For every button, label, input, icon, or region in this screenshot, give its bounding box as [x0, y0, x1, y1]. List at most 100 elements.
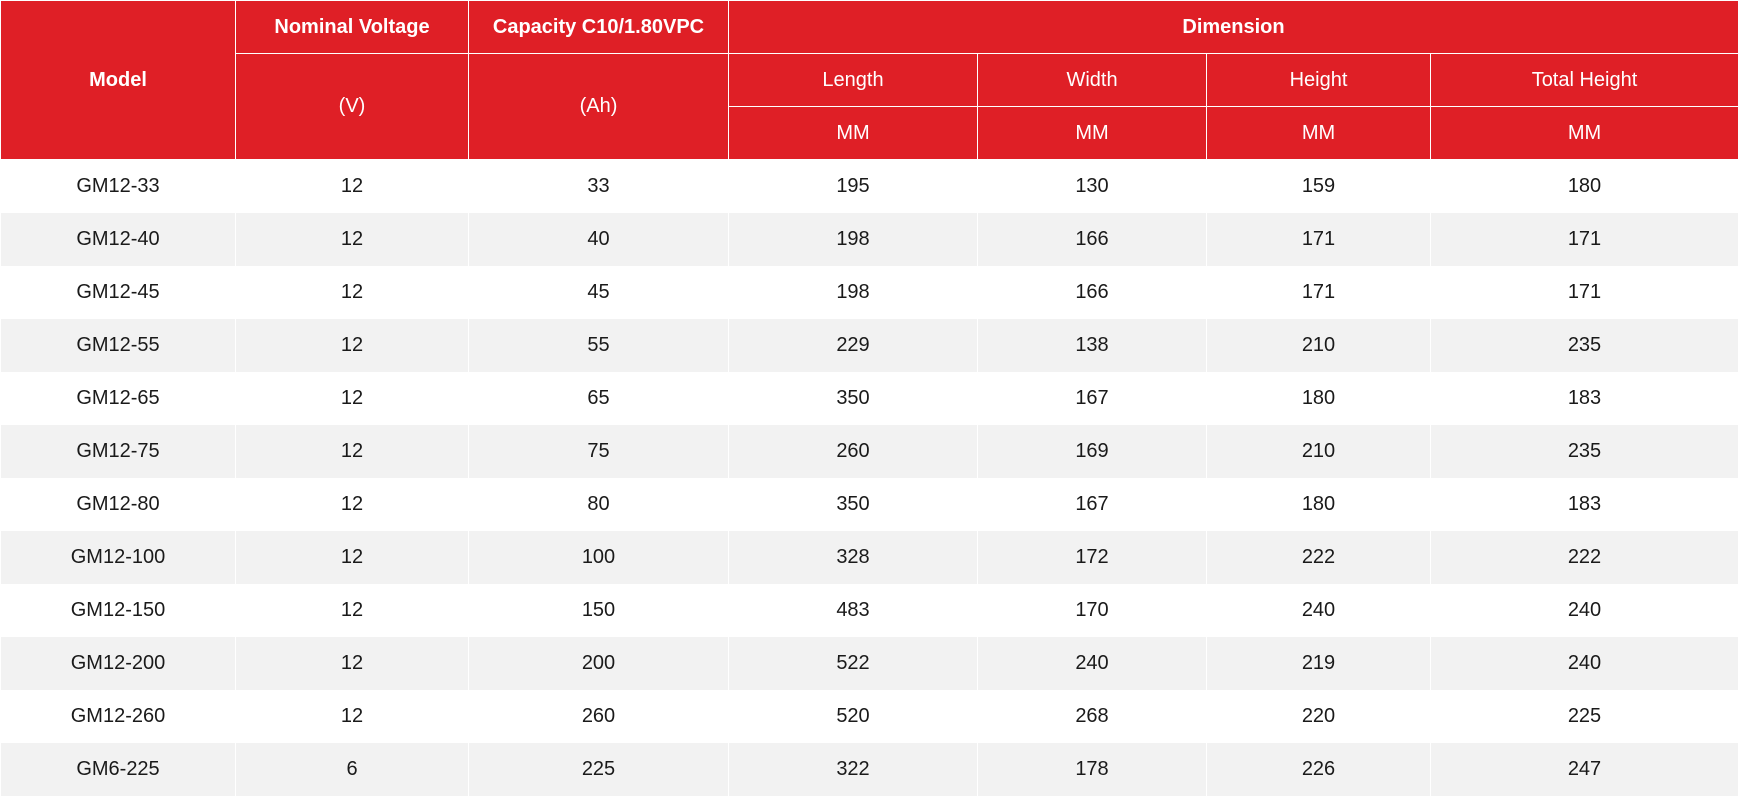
table-row: GM12-260 12 260 520 268 220 225	[0, 690, 1738, 743]
total-height-cell: 240	[1430, 584, 1738, 637]
height-cell: 226	[1206, 743, 1431, 796]
capacity-unit-header: (Ah)	[468, 53, 729, 160]
voltage-unit-header: (V)	[235, 53, 469, 160]
length-cell: 198	[728, 213, 978, 266]
capacity-cell: 200	[468, 637, 729, 690]
total-height-cell: 171	[1430, 266, 1738, 319]
voltage-cell: 12	[235, 266, 469, 319]
length-cell: 198	[728, 266, 978, 319]
header-row-1: Model Nominal Voltage Capacity C10/1.80V…	[0, 0, 1738, 160]
voltage-cell: 12	[235, 213, 469, 266]
model-cell: GM12-150	[0, 584, 236, 637]
height-cell: 180	[1206, 478, 1431, 531]
width-cell: 130	[977, 159, 1207, 213]
model-cell: GM12-200	[0, 637, 236, 690]
total-height-cell: 235	[1430, 319, 1738, 372]
voltage-cell: 12	[235, 531, 469, 584]
height-cell: 171	[1206, 266, 1431, 319]
total-height-cell: 225	[1430, 690, 1738, 743]
height-cell: 240	[1206, 584, 1431, 637]
voltage-cell: 12	[235, 584, 469, 637]
voltage-cell: 12	[235, 159, 469, 213]
voltage-cell: 12	[235, 637, 469, 690]
model-cell: GM12-45	[0, 266, 236, 319]
width-cell: 178	[977, 743, 1207, 796]
width-unit-header: MM	[977, 106, 1207, 160]
capacity-cell: 150	[468, 584, 729, 637]
total-height-cell: 222	[1430, 531, 1738, 584]
capacity-cell: 80	[468, 478, 729, 531]
length-cell: 328	[728, 531, 978, 584]
width-cell: 138	[977, 319, 1207, 372]
height-unit-header: MM	[1206, 106, 1431, 160]
table-header: Model Nominal Voltage Capacity C10/1.80V…	[0, 0, 1738, 160]
voltage-cell: 6	[235, 743, 469, 796]
capacity-cell: 65	[468, 372, 729, 425]
height-cell: 171	[1206, 213, 1431, 266]
length-cell: 350	[728, 478, 978, 531]
voltage-cell: 12	[235, 690, 469, 743]
model-cell: GM12-100	[0, 531, 236, 584]
header-row-3: MM MM MM MM	[1, 106, 1738, 160]
width-cell: 169	[977, 425, 1207, 478]
voltage-cell: 12	[235, 425, 469, 478]
total-height-header: Total Height	[1430, 53, 1738, 107]
capacity-cell: 55	[468, 319, 729, 372]
model-cell: GM12-75	[0, 425, 236, 478]
header-row-2: (V) (Ah) Length Width Height Total Heigh…	[1, 53, 1738, 160]
total-height-cell: 183	[1430, 372, 1738, 425]
capacity-cell: 33	[468, 159, 729, 213]
length-unit-header: MM	[728, 106, 978, 160]
dimension-header: Dimension	[728, 0, 1738, 54]
capacity-cell: 75	[468, 425, 729, 478]
total-height-unit-header: MM	[1430, 106, 1738, 160]
voltage-cell: 12	[235, 478, 469, 531]
total-height-cell: 235	[1430, 425, 1738, 478]
total-height-cell: 171	[1430, 213, 1738, 266]
height-cell: 210	[1206, 319, 1431, 372]
total-height-cell: 247	[1430, 743, 1738, 796]
voltage-cell: 12	[235, 372, 469, 425]
height-cell: 220	[1206, 690, 1431, 743]
length-cell: 322	[728, 743, 978, 796]
capacity-cell: 40	[468, 213, 729, 266]
capacity-cell: 100	[468, 531, 729, 584]
width-cell: 166	[977, 266, 1207, 319]
model-cell: GM12-55	[0, 319, 236, 372]
table-row: GM12-55 12 55 229 138 210 235	[0, 319, 1738, 372]
capacity-cell: 45	[468, 266, 729, 319]
table-row: GM12-75 12 75 260 169 210 235	[0, 425, 1738, 478]
model-cell: GM12-260	[0, 690, 236, 743]
table-row: GM12-45 12 45 198 166 171 171	[0, 266, 1738, 319]
height-cell: 219	[1206, 637, 1431, 690]
table-row: GM12-33 12 33 195 130 159 180	[0, 159, 1738, 213]
table-row: GM12-100 12 100 328 172 222 222	[0, 531, 1738, 584]
model-cell: GM12-40	[0, 213, 236, 266]
width-cell: 268	[977, 690, 1207, 743]
model-cell: GM6-225	[0, 743, 236, 796]
width-header: Width	[977, 53, 1207, 107]
height-cell: 222	[1206, 531, 1431, 584]
table-row: GM12-80 12 80 350 167 180 183	[0, 478, 1738, 531]
voltage-cell: 12	[235, 319, 469, 372]
table-body: GM12-33 12 33 195 130 159 180 GM12-40 12…	[0, 159, 1738, 796]
total-height-cell: 240	[1430, 637, 1738, 690]
capacity-cell: 260	[468, 690, 729, 743]
nominal-voltage-header: Nominal Voltage	[235, 0, 469, 54]
height-cell: 159	[1206, 159, 1431, 213]
height-cell: 210	[1206, 425, 1431, 478]
length-cell: 483	[728, 584, 978, 637]
model-cell: GM12-80	[0, 478, 236, 531]
model-header: Model	[0, 0, 236, 160]
length-cell: 522	[728, 637, 978, 690]
total-height-cell: 180	[1430, 159, 1738, 213]
width-cell: 166	[977, 213, 1207, 266]
length-cell: 350	[728, 372, 978, 425]
width-cell: 240	[977, 637, 1207, 690]
table-row: GM6-225 6 225 322 178 226 247	[0, 743, 1738, 796]
length-header: Length	[728, 53, 978, 107]
capacity-cell: 225	[468, 743, 729, 796]
width-cell: 167	[977, 372, 1207, 425]
table-row: GM12-65 12 65 350 167 180 183	[0, 372, 1738, 425]
